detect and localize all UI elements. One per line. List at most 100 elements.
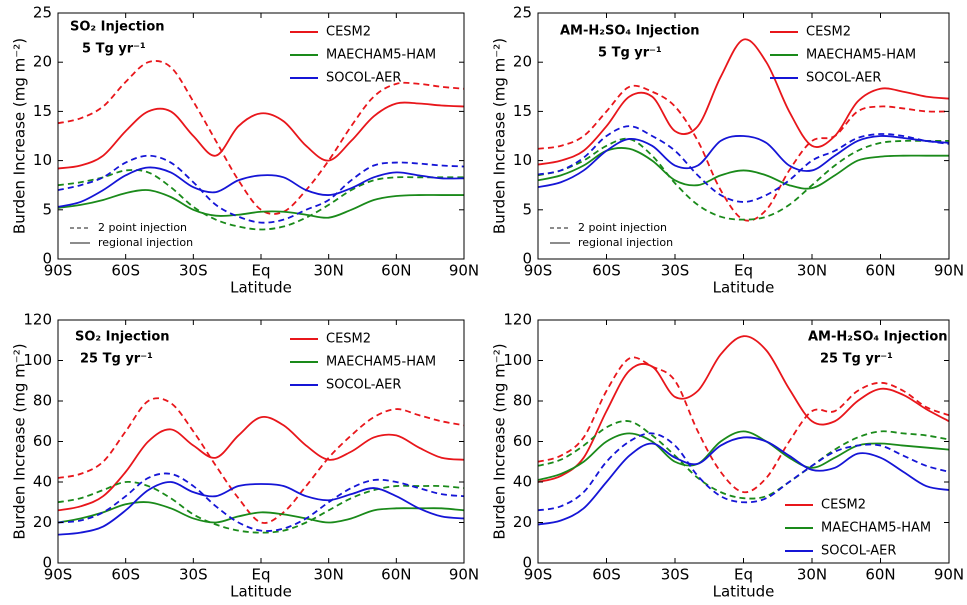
y-tick-label: 25 <box>33 4 52 22</box>
y-axis-label: Burden Increase (mg m⁻²) <box>491 38 509 234</box>
legend-label: MAECHAM5-HAM <box>806 48 916 63</box>
y-tick-label: 15 <box>33 102 52 120</box>
y-axis-label: Burden Increase (mg m⁻²) <box>11 343 29 539</box>
y-tick-label: 5 <box>522 200 532 218</box>
x-tick-label: 90N <box>934 566 964 584</box>
x-axis-label: Latitude <box>230 583 292 601</box>
x-tick-label: 30N <box>314 262 344 280</box>
two-point-line <box>57 397 465 524</box>
y-tick-label: 40 <box>33 473 52 491</box>
regional-line <box>537 135 950 189</box>
legend-label: MAECHAM5-HAM <box>326 48 436 63</box>
y-tick-label: 60 <box>33 432 52 450</box>
y-tick-label: 40 <box>513 473 532 491</box>
y-tick-label: 20 <box>33 513 52 531</box>
legend-label: SOCOL-AER <box>806 71 881 86</box>
legend-label: CESM2 <box>821 498 866 513</box>
two-point-line <box>537 137 949 221</box>
two-point-line <box>57 169 464 231</box>
regional-line <box>57 101 465 170</box>
y-tick-label: 0 <box>522 554 532 572</box>
y-tick-label: 80 <box>33 392 52 410</box>
style-legend-label: regional injection <box>578 236 673 249</box>
panel-subtitle: 5 Tg yr⁻¹ <box>598 46 662 61</box>
regional-line <box>537 436 950 526</box>
x-tick-label: 90S <box>44 262 73 280</box>
y-tick-label: 10 <box>33 151 52 169</box>
y-axis-label: Burden Increase (mg m⁻²) <box>491 343 509 539</box>
y-axis-label: Burden Increase (mg m⁻²) <box>11 38 29 234</box>
x-tick-label: 90N <box>934 262 964 280</box>
y-tick-label: 20 <box>513 53 532 71</box>
two-point-line <box>57 480 465 534</box>
x-tick-label: 30S <box>179 262 208 280</box>
two-point-line <box>57 154 465 224</box>
legend-label: CESM2 <box>326 332 371 347</box>
x-tick-label: 90S <box>524 566 553 584</box>
two-point-line <box>57 472 465 532</box>
x-tick-label: 60S <box>111 262 140 280</box>
legend-label: MAECHAM5-HAM <box>821 521 931 536</box>
x-tick-label: 60N <box>381 566 411 584</box>
two-point-line <box>537 432 950 512</box>
legend-label: MAECHAM5-HAM <box>326 355 436 370</box>
regional-line <box>537 335 950 483</box>
y-tick-label: 5 <box>42 200 52 218</box>
regional-line <box>57 189 464 219</box>
x-tick-label: 90S <box>44 566 73 584</box>
y-tick-label: 120 <box>23 311 52 329</box>
two-point-line <box>537 84 950 222</box>
regional-line <box>537 38 950 166</box>
x-tick-label: 90N <box>449 566 479 584</box>
panel-title: AM-H₂SO₄ Injection <box>560 24 700 39</box>
legend-label: CESM2 <box>326 25 371 40</box>
panel-title: SO₂ Injection <box>70 20 165 35</box>
y-tick-label: 0 <box>42 554 52 572</box>
panel-subtitle: 25 Tg yr⁻¹ <box>80 352 153 367</box>
x-tick-label: 30N <box>314 566 344 584</box>
legend-label: CESM2 <box>806 25 851 40</box>
x-tick-label: 30N <box>797 262 827 280</box>
legend-label: SOCOL-AER <box>326 378 401 393</box>
style-legend-label: 2 point injection <box>578 221 667 234</box>
x-tick-label: Eq <box>734 566 753 584</box>
x-axis-label: Latitude <box>713 583 775 601</box>
two-point-line <box>537 420 950 500</box>
regional-line <box>537 147 949 190</box>
y-tick-label: 120 <box>503 311 532 329</box>
x-tick-label: 30S <box>661 262 690 280</box>
panel-title: SO₂ Injection <box>75 330 170 345</box>
two-point-line <box>537 125 950 203</box>
x-axis-label: Latitude <box>230 279 292 297</box>
panel-subtitle: 25 Tg yr⁻¹ <box>820 352 893 367</box>
regional-line <box>57 481 465 536</box>
y-tick-label: 0 <box>522 250 532 268</box>
x-tick-label: 90S <box>524 262 553 280</box>
two-point-line <box>57 60 465 215</box>
legend-label: SOCOL-AER <box>821 544 896 559</box>
x-tick-label: 60S <box>592 566 621 584</box>
y-tick-label: 100 <box>23 351 52 369</box>
y-tick-label: 0 <box>42 250 52 268</box>
x-tick-label: 90N <box>449 262 479 280</box>
y-tick-label: 60 <box>513 432 532 450</box>
regional-line <box>57 415 465 512</box>
y-tick-label: 20 <box>513 513 532 531</box>
x-tick-label: 60S <box>111 566 140 584</box>
legend-label: SOCOL-AER <box>326 71 401 86</box>
y-tick-label: 15 <box>513 102 532 120</box>
regional-line <box>537 430 950 481</box>
x-tick-label: Eq <box>734 262 753 280</box>
x-tick-label: 60S <box>592 262 621 280</box>
panel-subtitle: 5 Tg yr⁻¹ <box>82 42 146 57</box>
x-tick-label: 60N <box>865 262 895 280</box>
panel-title: AM-H₂SO₄ Injection <box>808 330 948 345</box>
x-tick-label: 60N <box>865 566 895 584</box>
regional-line <box>57 166 465 208</box>
y-tick-label: 25 <box>513 4 532 22</box>
x-tick-label: 30N <box>797 566 827 584</box>
x-tick-label: 60N <box>381 262 411 280</box>
style-legend-label: regional injection <box>98 236 193 249</box>
x-tick-label: Eq <box>252 262 271 280</box>
y-tick-label: 100 <box>503 351 532 369</box>
